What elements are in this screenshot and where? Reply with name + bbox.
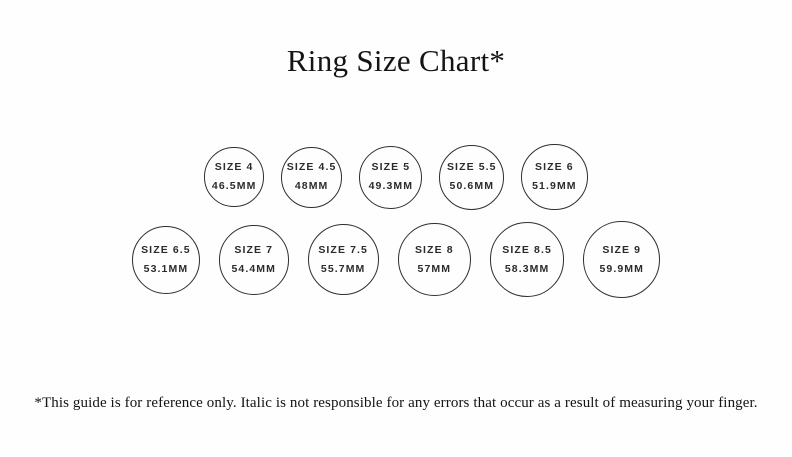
ring-size-label: SIZE 8.5 [502, 243, 552, 256]
footnote: *This guide is for reference only. Itali… [34, 395, 758, 411]
ring-circle-size-8: SIZE 8 57MM [397, 223, 471, 297]
ring-circle-size-6.5: SIZE 6.5 53.1MM [131, 225, 200, 294]
ring-circle-size-4: SIZE 4 46.5MM [204, 147, 264, 207]
ring-circle-size-4.5: SIZE 4.5 48MM [280, 146, 343, 208]
ring-size-label: SIZE 9 [602, 243, 642, 256]
ring-diameter-label: 55.7MM [320, 262, 366, 275]
ring-size-label: SIZE 6 [535, 161, 574, 174]
ring-row-top: SIZE 4 46.5MM SIZE 4.5 48MM SIZE 5 49.3MM SIZE… [0, 144, 792, 211]
ring-circle-size-7.5: SIZE 7.5 55.7MM [307, 224, 379, 296]
ring-diameter-label: 58.3MM [504, 262, 550, 275]
ring-diameter-label: 54.4MM [231, 262, 276, 275]
ring-diameter-label: 59.9MM [599, 262, 644, 275]
ring-size-label: SIZE 8 [414, 243, 454, 256]
ring-size-label: SIZE 7.5 [318, 243, 368, 256]
ring-circle-size-7: SIZE 7 54.4MM [218, 224, 289, 295]
ring-size-label: SIZE 7 [234, 243, 274, 256]
ring-circle-size-5.5: SIZE 5.5 50.6MM [439, 144, 505, 210]
ring-circle-size-6: SIZE 6 51.9MM [521, 144, 588, 211]
ring-diameter-label: 57MM [417, 262, 452, 275]
ring-size-label: SIZE 5.5 [446, 161, 497, 174]
ring-row-bottom: SIZE 6.5 53.1MM SIZE 7 54.4MM SIZE 7.5 55.7MM… [0, 221, 792, 299]
ring-diameter-label: 48MM [294, 180, 329, 193]
ring-diameter-label: 49.3MM [368, 180, 414, 193]
ring-diameter-label: 53.1MM [143, 262, 189, 275]
ring-diameter-label: 46.5MM [211, 180, 257, 193]
ring-size-label: SIZE 4 [214, 161, 254, 174]
ring-circle-size-8.5: SIZE 8.5 58.3MM [489, 222, 565, 298]
ring-size-label: SIZE 5 [371, 161, 411, 174]
ring-size-label: SIZE 4.5 [286, 161, 337, 174]
ring-diameter-label: 50.6MM [449, 180, 495, 193]
ring-chart: SIZE 4 46.5MM SIZE 4.5 48MM SIZE 5 49.3MM SIZE… [0, 144, 792, 299]
ring-diameter-label: 51.9MM [532, 180, 577, 193]
ring-size-label: SIZE 6.5 [141, 243, 191, 256]
ring-circle-size-5: SIZE 5 49.3MM [359, 145, 423, 209]
ring-circle-size-9: SIZE 9 59.9MM [583, 221, 661, 299]
page-title: Ring Size Chart* [286, 43, 506, 78]
